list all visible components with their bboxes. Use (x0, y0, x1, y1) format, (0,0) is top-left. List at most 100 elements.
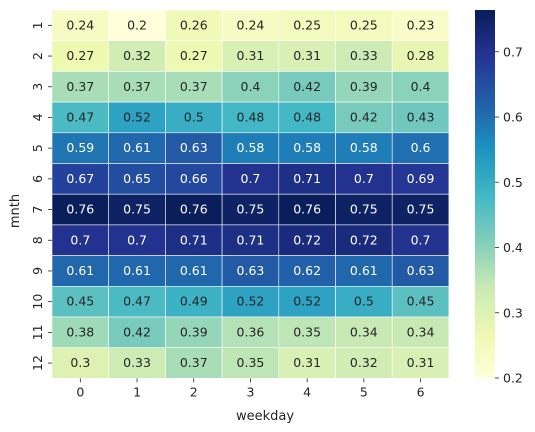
x-tick-label: 1 (133, 384, 141, 399)
heatmap-cell (391, 285, 450, 318)
cell-value-label: 0.62 (293, 263, 321, 278)
cell-value-label: 0.6 (411, 140, 431, 155)
cell-value-label: 0.75 (123, 202, 151, 217)
cell-value-label: 0.48 (237, 109, 265, 124)
cell-value-label: 0.58 (293, 140, 321, 155)
heatmap-cell (165, 255, 223, 287)
cell-value-label: 0.52 (293, 294, 321, 309)
cell-value-label: 0.4 (241, 79, 261, 94)
colorbar (475, 10, 495, 378)
cell-value-label: 0.38 (66, 324, 94, 339)
heatmap-cell (278, 285, 336, 318)
cell-value-label: 0.3 (70, 355, 90, 370)
cell-value-label: 0.75 (350, 202, 378, 217)
heatmap-cell (165, 71, 223, 103)
heatmap-cell (51, 224, 110, 256)
y-tick-label: 1 (30, 21, 45, 29)
heatmap-cell-labels: 0.24 0.2 0.26 0.24 0.25 0.25 0.23 0.27 0.32 0.27 0… (66, 17, 434, 370)
cell-value-label: 0.39 (180, 324, 208, 339)
cell-value-label: 0.39 (350, 79, 378, 94)
cell-value-label: 0.31 (237, 48, 265, 63)
cell-value-label: 0.33 (123, 355, 151, 370)
cell-value-label: 0.32 (123, 48, 151, 63)
cell-value-label: 0.61 (180, 263, 208, 278)
cell-value-label: 0.76 (66, 202, 94, 217)
heatmap-cell (221, 347, 280, 379)
cell-value-label: 0.67 (66, 171, 94, 186)
y-tick-label: 12 (30, 355, 45, 371)
colorbar-tick-label: 0.5 (503, 175, 523, 190)
heatmap-cell (278, 316, 336, 349)
heatmap-cell (391, 163, 450, 195)
y-tick-label: 4 (30, 113, 45, 121)
cell-value-label: 0.72 (350, 232, 378, 247)
cell-value-label: 0.42 (350, 109, 378, 124)
heatmap-cell (221, 224, 280, 256)
colorbar-tick-label: 0.4 (503, 240, 523, 255)
cell-value-label: 0.76 (180, 202, 208, 217)
heatmap-cell (278, 255, 336, 287)
heatmap-cell (165, 40, 223, 72)
heatmap-cell (335, 316, 393, 349)
heatmap-cell (51, 347, 110, 379)
heatmap-cell (165, 285, 223, 318)
y-tick-label: 2 (30, 52, 45, 60)
heatmap-cell (51, 285, 110, 318)
colorbar-tick-label: 0.2 (503, 371, 523, 386)
cell-value-label: 0.43 (407, 109, 435, 124)
heatmap-cell (335, 347, 393, 379)
heatmap-cell (108, 71, 166, 103)
y-tick-label: 9 (30, 267, 45, 275)
cell-value-label: 0.37 (123, 79, 151, 94)
x-axis: 0 1 2 3 4 5 6 (76, 378, 425, 399)
heatmap-cells (51, 9, 450, 379)
cell-value-label: 0.61 (66, 263, 94, 278)
cell-value-label: 0.27 (66, 48, 94, 63)
heatmap-cell (108, 347, 166, 379)
cell-value-label: 0.76 (293, 202, 321, 217)
y-axis-label: mnth (8, 194, 23, 228)
cell-value-label: 0.32 (350, 355, 378, 370)
cell-value-label: 0.61 (350, 263, 378, 278)
heatmap-cell (108, 163, 166, 195)
heatmap-cell (335, 9, 393, 42)
cell-value-label: 0.35 (293, 324, 321, 339)
x-tick-label: 4 (303, 384, 311, 399)
heatmap-cell (108, 224, 166, 256)
y-tick-label: 5 (30, 144, 45, 152)
cell-value-label: 0.25 (293, 17, 321, 32)
cell-value-label: 0.45 (407, 294, 435, 309)
heatmap-cell (165, 163, 223, 195)
heatmap-cell (278, 163, 336, 195)
heatmap-cell (221, 101, 280, 134)
cell-value-label: 0.31 (293, 48, 321, 63)
cell-value-label: 0.26 (180, 17, 208, 32)
heatmap-cell (278, 347, 336, 379)
heatmap-cell (51, 101, 110, 134)
colorbar-ticks: 0.2 0.3 0.4 0.5 0.6 0.7 (495, 44, 523, 386)
cell-value-label: 0.36 (237, 324, 265, 339)
cell-value-label: 0.24 (237, 17, 265, 32)
cell-value-label: 0.58 (350, 140, 378, 155)
cell-value-label: 0.75 (237, 202, 265, 217)
cell-value-label: 0.58 (237, 140, 265, 155)
cell-value-label: 0.27 (180, 48, 208, 63)
cell-value-label: 0.69 (407, 171, 435, 186)
heatmap-cell (51, 163, 110, 195)
heatmap-cell (51, 193, 110, 226)
heatmap-cell (335, 193, 393, 226)
cell-value-label: 0.28 (407, 48, 435, 63)
cell-value-label: 0.37 (66, 79, 94, 94)
cell-value-label: 0.63 (407, 263, 435, 278)
cell-value-label: 0.59 (66, 140, 94, 155)
cell-value-label: 0.42 (293, 79, 321, 94)
cell-value-label: 0.24 (66, 17, 94, 32)
cell-value-label: 0.25 (350, 17, 378, 32)
colorbar-tick-label: 0.3 (503, 305, 523, 320)
cell-value-label: 0.7 (241, 171, 261, 186)
heatmap-cell (335, 285, 393, 318)
heatmap-cell (335, 101, 393, 134)
x-tick-label: 0 (76, 384, 84, 399)
cell-value-label: 0.71 (237, 232, 265, 247)
